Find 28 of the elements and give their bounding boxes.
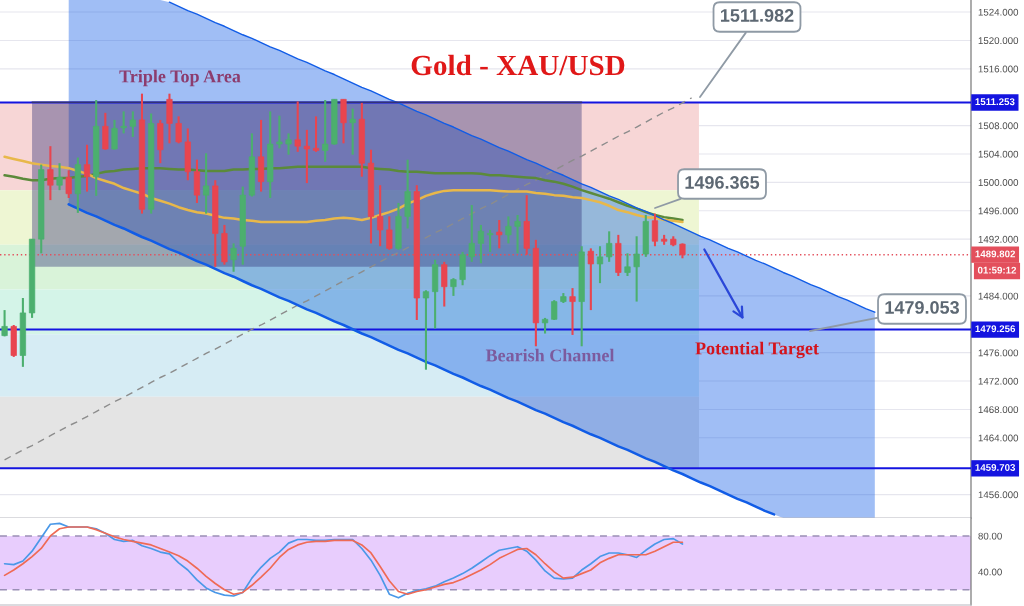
y-tick-label: 40.00 [978, 568, 1002, 576]
y-tick-label: 1520.000 [978, 37, 1019, 45]
y-tick-label: 1464.000 [978, 434, 1019, 442]
ref-line-label: 1479.256 [975, 325, 1016, 333]
y-tick-label: 1476.000 [978, 349, 1019, 357]
y-tick-label: 1484.000 [978, 292, 1019, 300]
y-tick-label: 1508.000 [978, 122, 1019, 130]
y-tick-label: 1504.000 [978, 150, 1019, 158]
y-tick-label: 80.00 [978, 532, 1002, 540]
y-tick-label: 1516.000 [978, 65, 1019, 73]
annotation: 1496.365 [685, 176, 760, 189]
ref-line-label: 1511.253 [975, 98, 1015, 106]
ref-line-label: 1489.802 [975, 250, 1016, 258]
annotation: Bearish Channel [485, 348, 615, 362]
annotation: 1511.982 [720, 9, 794, 22]
y-tick-label: 1468.000 [978, 406, 1019, 414]
y-tick-label: 1472.000 [978, 377, 1019, 385]
y-tick-label: 1496.000 [978, 207, 1019, 215]
text: Gold - XAU/USD [411, 54, 625, 76]
annotation: Potential Target [695, 341, 819, 359]
y-tick-label: 1456.000 [978, 491, 1019, 499]
annotation: 1479.053 [885, 301, 960, 314]
y-tick-label: 1500.000 [978, 179, 1019, 186]
y-tick-label: 1492.000 [978, 235, 1019, 243]
annotation: Triple Top Area [119, 69, 241, 87]
ref-line-label: 1459.703 [975, 464, 1016, 471]
y-tick-label: 1524.000 [978, 8, 1019, 16]
text: 01:59:12 [977, 266, 1017, 274]
